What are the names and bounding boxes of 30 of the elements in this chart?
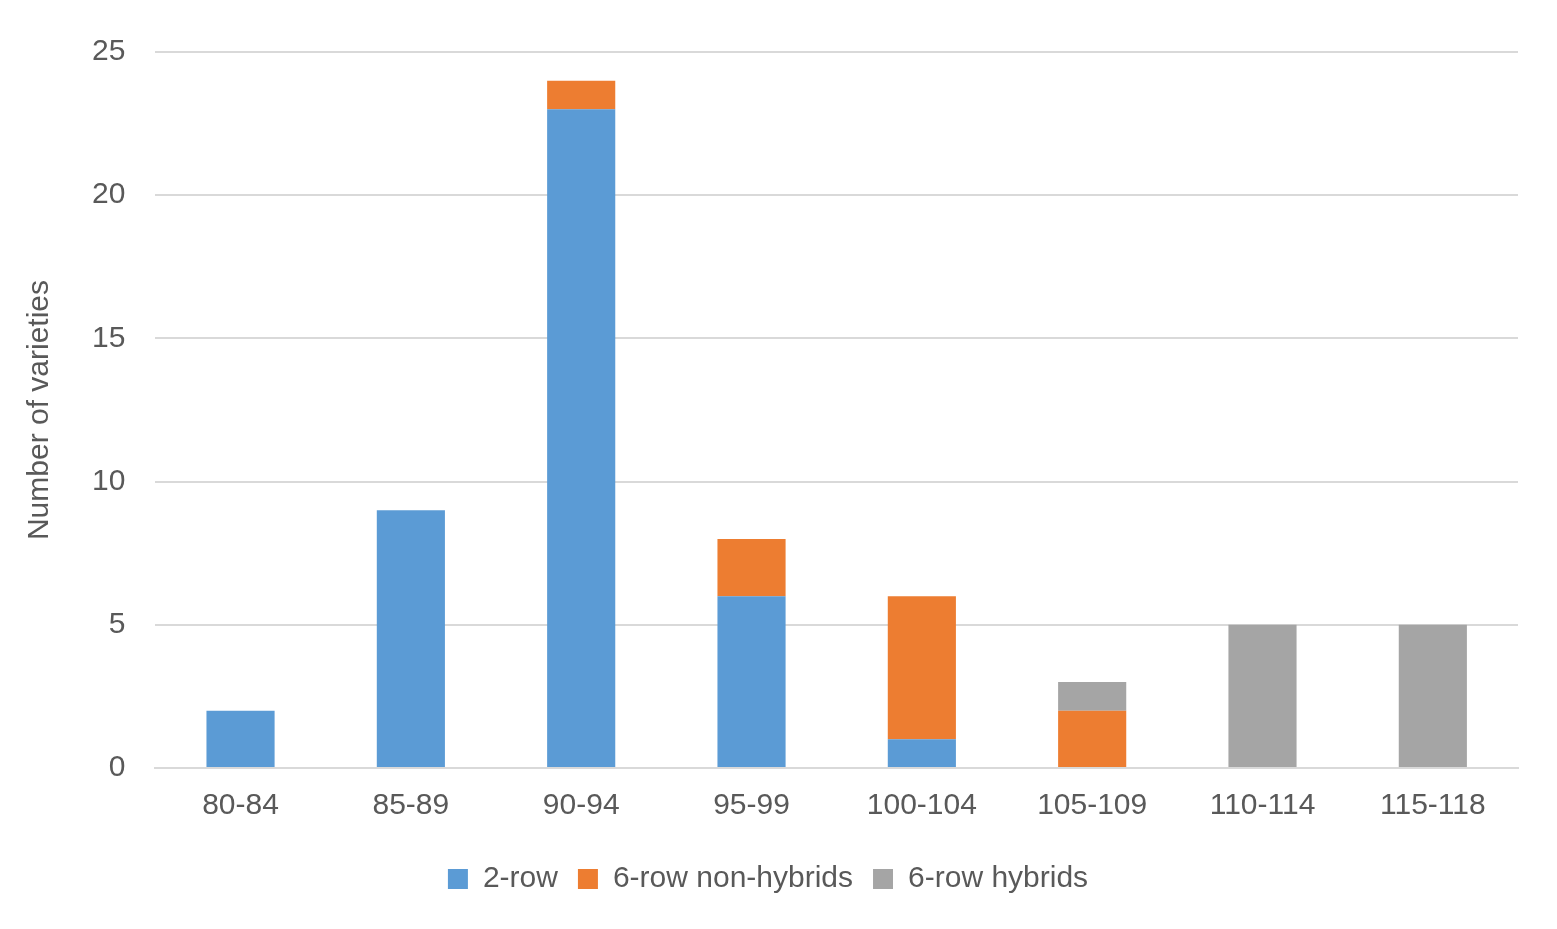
bar: [547, 109, 616, 767]
y-tick-label: 15: [91, 319, 126, 353]
bar: [887, 739, 956, 767]
bar: [547, 80, 616, 110]
x-tick-label: 85-89: [372, 787, 450, 821]
legend-label: 6-row hybrids: [908, 860, 1089, 894]
bar: [1398, 624, 1467, 767]
legend-label: 6-row non-hybrids: [612, 860, 854, 894]
bar: [717, 538, 786, 597]
x-tick-label: 100-104: [866, 787, 977, 821]
y-tick-label: 20: [91, 176, 126, 210]
bar: [1228, 624, 1297, 767]
y-tick-label: 0: [108, 749, 126, 783]
x-tick-label: 105-109: [1037, 787, 1148, 821]
y-tick-label: 25: [91, 33, 126, 67]
bar: [1058, 682, 1127, 711]
bar: [376, 510, 445, 767]
x-tick-label: 115-118: [1380, 787, 1486, 821]
bar: [206, 710, 275, 767]
x-tick-label: 110-114: [1209, 787, 1316, 821]
legend-label: 2-row: [482, 860, 559, 894]
y-tick-label: 5: [108, 606, 126, 640]
x-tick-label: 90-94: [542, 787, 620, 821]
x-tick-label: 80-84: [202, 787, 279, 821]
bar: [717, 596, 786, 767]
x-tick-label: 95-99: [713, 787, 790, 821]
bar: [1058, 710, 1127, 767]
bar: [887, 596, 956, 740]
y-tick-label: 10: [91, 462, 126, 496]
y-axis-title: Number of varieties: [21, 279, 55, 541]
